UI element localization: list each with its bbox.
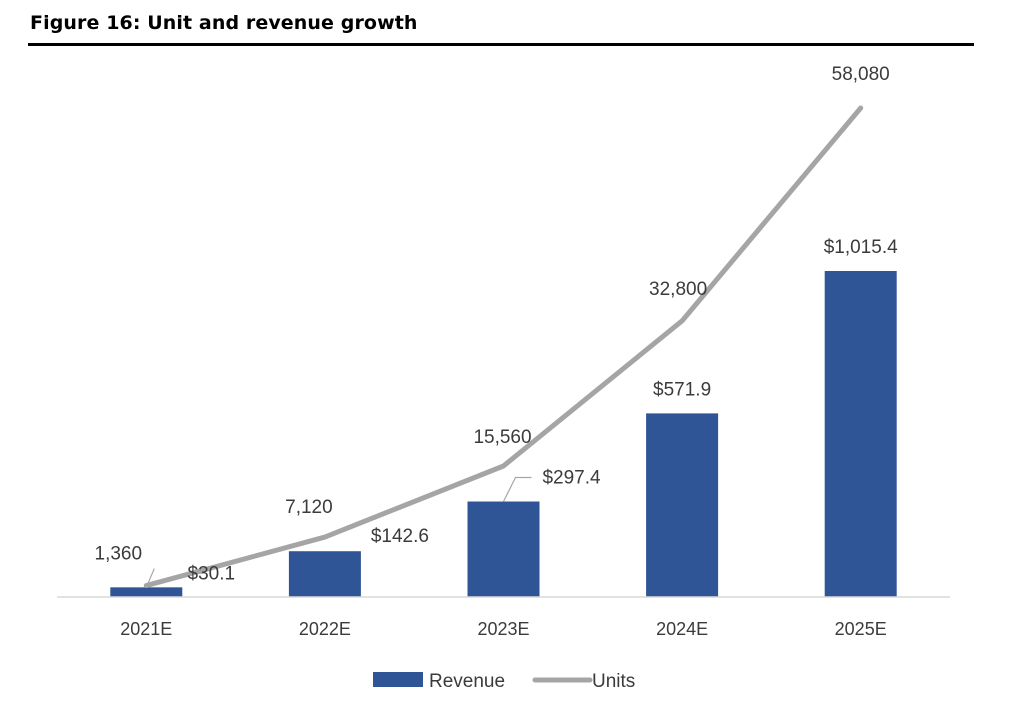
revenue-label-2023E: $297.4 [542,468,601,489]
units-label-2022E: 7,120 [285,497,333,518]
figure-title: Figure 16: Unit and revenue growth [30,12,418,34]
revenue-label-2025E: $1,015.4 [824,237,898,258]
revenue-bar-2021E [110,587,183,597]
x-axis-ticks: 2021E 2022E 2023E 2024E 2025E [120,619,886,639]
legend-revenue-swatch [373,672,423,687]
x-tick-2021E: 2021E [120,619,172,639]
legend: Revenue Units [373,671,635,692]
data-labels: $30.1 $142.6 $297.4 $571.9 $1,015.4 1,360 7,12… [95,64,899,584]
units-label-2023E: 15,560 [473,427,531,448]
leader-line-2023E-revenue [502,476,532,502]
legend-units-label: Units [592,671,635,692]
units-label-2024E: 32,800 [649,279,707,300]
units-line [143,105,864,589]
units-label-2021E: 1,360 [95,544,143,565]
x-tick-2025E: 2025E [835,619,887,639]
leader-line-2021E-units [147,568,155,583]
x-tick-2022E: 2022E [299,619,351,639]
revenue-label-2022E: $142.6 [371,526,429,547]
x-tick-2024E: 2024E [656,619,708,639]
revenue-label-2024E: $571.9 [653,379,711,400]
revenue-bar-2024E [646,413,719,597]
revenue-label-2021E: $30.1 [188,563,236,584]
revenue-bar-2022E [288,551,361,597]
legend-revenue-label: Revenue [429,671,505,692]
units-label-2025E: 58,080 [832,64,890,85]
revenue-bar-2023E [467,501,540,597]
revenue-bar-2025E [824,271,897,597]
units-line-layer [143,105,864,589]
bars-layer [110,271,897,597]
x-tick-2023E: 2023E [477,619,529,639]
title-rule [28,43,974,46]
